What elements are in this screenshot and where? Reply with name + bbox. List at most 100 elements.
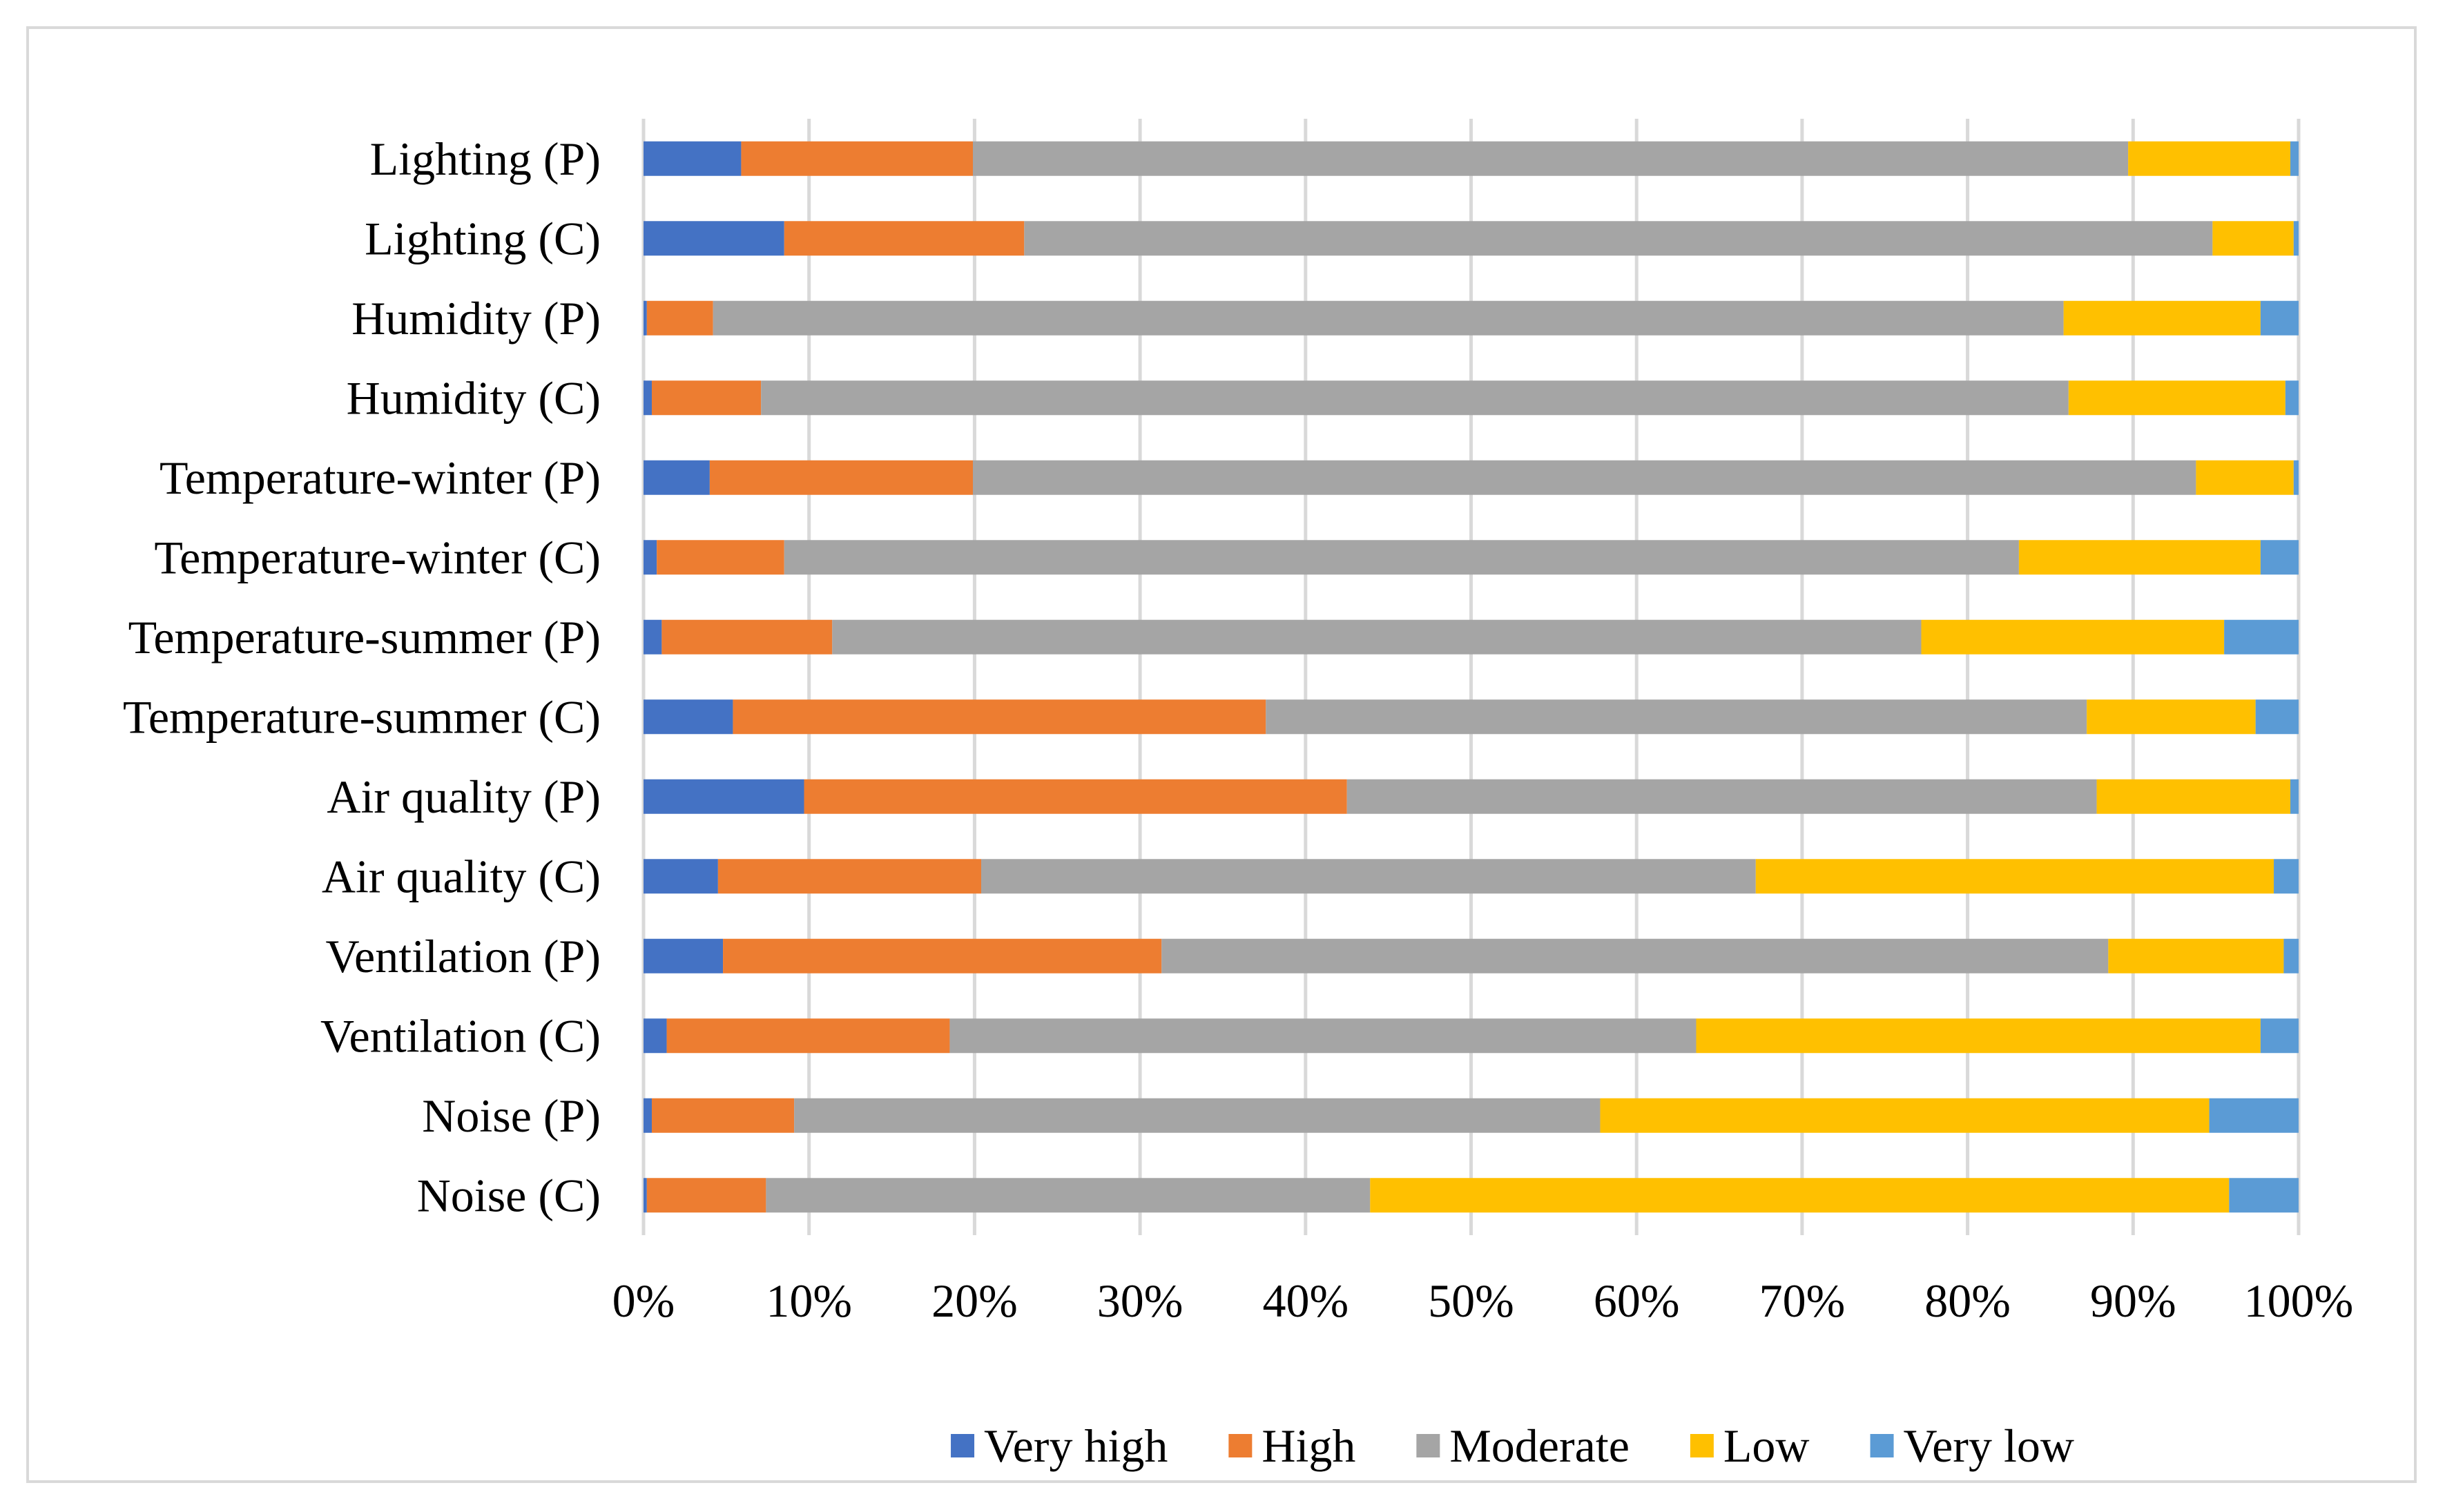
bar-segment-very-high (644, 460, 710, 495)
bar-segment-very-low (2255, 699, 2299, 735)
category-label: Ventilation (P) (325, 930, 601, 982)
bar-segment-very-high (644, 1178, 647, 1213)
chart-frame: Lighting (P) Lighting (C) Humidity (P) Humi… (26, 26, 2417, 1483)
tick-label: 100% (2244, 1274, 2354, 1327)
bar-segment-very-low (2260, 540, 2299, 575)
tick-label: 50% (1428, 1274, 1514, 1327)
bar-segment-moderate (1266, 699, 2087, 735)
category-label: Temperature-summer (P) (128, 611, 601, 663)
legend-swatch (1416, 1434, 1440, 1457)
tick-label: 70% (1759, 1274, 1846, 1327)
tick-label: 0% (612, 1274, 675, 1327)
bar-segment-high (717, 859, 981, 894)
tick-label: 90% (2090, 1274, 2176, 1327)
bar-segment-very-low (2229, 1178, 2299, 1213)
legend-swatch (1870, 1434, 1894, 1457)
stacked-bar-chart: Lighting (P) Lighting (C) Humidity (P) Humi… (123, 119, 2354, 1472)
bar-segment-very-low (2274, 859, 2299, 894)
category-axis: Lighting (P) Lighting (C) Humidity (P) Humi… (123, 133, 601, 1222)
tick-label: 80% (1924, 1274, 2011, 1327)
category-label: Humidity (C) (347, 371, 601, 424)
bar-segment-moderate (832, 619, 1922, 655)
bar-segment-moderate (949, 1018, 1697, 1054)
legend-swatch (1228, 1434, 1253, 1457)
bar-segment-very-high (644, 619, 662, 655)
bar-segment-moderate (980, 859, 1756, 894)
category-label: Ventilation (C) (320, 1009, 601, 1062)
bar-segment-high (784, 221, 1025, 256)
bar-segment-very-high (644, 540, 657, 575)
bar-segment-very-high (644, 859, 718, 894)
bar-segment-moderate (766, 1178, 1371, 1213)
category-label: Noise (P) (422, 1089, 601, 1142)
legend-item: Very low (1870, 1419, 2074, 1472)
bar-segment-very-low (2260, 1018, 2299, 1054)
bar-segment-very-low (2285, 380, 2299, 416)
bar-segment-low (1696, 1018, 2261, 1054)
category-label: Temperature-summer (C) (123, 690, 601, 743)
bar-segment-high (651, 380, 762, 416)
legend-label: Moderate (1449, 1419, 1630, 1472)
legend: Very high High Moderate Low Very low (951, 1419, 2074, 1472)
legend-label: Very high (984, 1419, 1168, 1472)
bar-segment-high (657, 540, 784, 575)
bar-segment-very-low (2290, 779, 2299, 814)
bar-segment-low (2068, 380, 2285, 416)
tick-label: 30% (1097, 1274, 1183, 1327)
bar-segment-very-high (644, 221, 784, 256)
legend-label: Low (1723, 1419, 1810, 1472)
bar-segment-very-high (644, 1098, 652, 1133)
bar-segment-very-high (644, 699, 733, 735)
bar-segment-moderate (713, 300, 2064, 336)
bar-segment-high (666, 1018, 950, 1054)
legend-item: Moderate (1416, 1419, 1630, 1472)
bar-segment-low (1921, 619, 2225, 655)
legend-label: Very low (1904, 1419, 2074, 1472)
category-label: Temperature-winter (C) (154, 531, 601, 583)
legend-item: Very high (951, 1419, 1168, 1472)
bar-segment-moderate (973, 460, 2196, 495)
category-label: Lighting (P) (370, 133, 601, 185)
bar-segment-very-low (2224, 619, 2299, 655)
legend-label: High (1262, 1419, 1355, 1472)
bar-segment-moderate (973, 141, 2129, 176)
bar-segment-low (1370, 1178, 2230, 1213)
category-label: Air quality (C) (322, 850, 601, 902)
bar-segment-very-high (644, 300, 647, 336)
bar-segment-very-high (644, 938, 724, 973)
bar-segment-low (2096, 779, 2291, 814)
bar-segment-very-low (2260, 300, 2299, 336)
category-label: Noise (C) (417, 1169, 601, 1221)
bar-segment-high (646, 300, 713, 336)
bar-segment-low (1755, 859, 2274, 894)
bar-segment-moderate (761, 380, 2069, 416)
gridlines (641, 119, 2301, 1235)
bar-segment-low (2128, 141, 2291, 176)
legend-item: Low (1690, 1419, 1810, 1472)
bar-segment-moderate (794, 1098, 1601, 1133)
value-axis: 0% 10% 20% 30% 40% 50% 60% 70% 80% 90% 100% (612, 1274, 2354, 1327)
bar-segment-moderate (1161, 938, 2109, 973)
bar-segment-very-high (644, 380, 652, 416)
tick-label: 20% (931, 1274, 1018, 1327)
category-label: Humidity (P) (351, 292, 601, 345)
bar-segment-moderate (784, 540, 2019, 575)
bar-segment-very-low (2293, 460, 2299, 495)
bar-segment-very-low (2283, 938, 2299, 973)
legend-swatch (1690, 1434, 1714, 1457)
bar-segment-moderate (1024, 221, 2213, 256)
bar-segment-low (2196, 460, 2294, 495)
category-label: Temperature-winter (P) (160, 452, 601, 504)
bar-segment-very-low (2209, 1098, 2299, 1133)
bar-segment-very-low (2293, 221, 2299, 256)
tick-label: 10% (766, 1274, 852, 1327)
bar-segment-high (804, 779, 1347, 814)
bar-segment-very-low (2290, 141, 2299, 176)
category-label: Lighting (C) (365, 212, 601, 264)
bar-segment-high (723, 938, 1162, 973)
bar-segment-low (2063, 300, 2261, 336)
bar-segment-high (651, 1098, 795, 1133)
bar-segment-very-high (644, 141, 742, 176)
bars (644, 141, 2299, 1213)
tick-label: 60% (1594, 1274, 1680, 1327)
